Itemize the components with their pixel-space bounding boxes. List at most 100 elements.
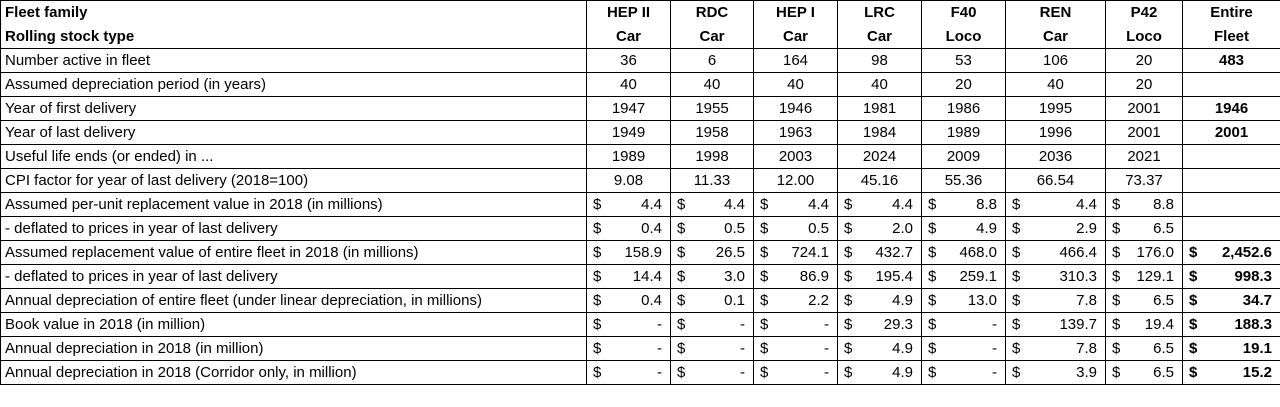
money-cell: $2,452.6 [1182,240,1280,265]
money-cell: $0.1 [670,288,754,313]
value-cell: 1995 [1005,96,1106,121]
currency-symbol: $ [1112,340,1121,357]
table-row: Annual depreciation of entire fleet (und… [0,288,1280,313]
row-label: Assumed per-unit replacement value in 20… [0,192,587,217]
row-label: Annual depreciation in 2018 (in million) [0,336,587,361]
currency-symbol: $ [1112,220,1121,237]
amount: 26.5 [715,244,745,261]
table-row: Fleet family HEP II RDC HEP I LRC F40 REN P42 En… [0,0,1280,25]
amount: - [992,364,997,381]
row-label: Useful life ends (or ended) in ... [0,144,587,169]
currency-symbol: $ [844,244,853,261]
row-label: - deflated to prices in year of last del… [0,264,587,289]
money-cell: $4.4 [670,192,754,217]
value-cell: 36 [586,48,671,73]
table-row: Useful life ends (or ended) in ... 1989 19… [0,144,1280,169]
table-row: Assumed depreciation period (in years) 40… [0,72,1280,97]
money-cell: $ - [586,312,671,337]
money-cell: $4.9 [837,336,922,361]
table-row: Number active in fleet 36 6 164 98 53 106 20 483 [0,48,1280,73]
currency-symbol: $ [1112,316,1121,333]
currency-symbol: $ [844,316,853,333]
value-cell: 20 [1105,72,1183,97]
value-cell: 98 [837,48,922,73]
currency-symbol: $ [760,196,769,213]
amount: 310.3 [1059,268,1097,285]
currency-symbol: $ [760,292,769,309]
money-cell: $4.4 [837,192,922,217]
amount: 259.1 [959,268,997,285]
currency-symbol: $ [928,316,937,333]
amount: 4.4 [1076,196,1097,213]
row-label: Rolling stock type [0,24,587,49]
money-cell: $4.9 [837,360,922,385]
value-cell: 1989 [586,144,671,169]
currency-symbol: $ [593,316,602,333]
value-cell: Car [837,24,922,49]
money-cell: $0.5 [670,216,754,241]
row-label: CPI factor for year of last delivery (20… [0,168,587,193]
money-cell: $998.3 [1182,264,1280,289]
money-cell: $0.5 [753,216,838,241]
money-cell: $4.9 [921,216,1006,241]
currency-symbol: $ [1112,268,1121,285]
table-row: Rolling stock type Car Car Car Car Loco Car Loc… [0,24,1280,49]
currency-symbol: $ [1189,244,1198,261]
value-cell: 1984 [837,120,922,145]
money-cell: $8.8 [1105,192,1183,217]
currency-symbol: $ [1012,340,1021,357]
currency-symbol: $ [760,340,769,357]
value-cell: Car [586,24,671,49]
currency-symbol: $ [1012,268,1021,285]
currency-symbol: $ [1112,196,1121,213]
currency-symbol: $ [677,340,686,357]
money-cell: $19.1 [1182,336,1280,361]
currency-symbol: $ [928,244,937,261]
money-cell: $13.0 [921,288,1006,313]
amount: 2.9 [1076,220,1097,237]
currency-symbol: $ [1189,268,1198,285]
money-cell: $4.4 [1005,192,1106,217]
value-cell: Loco [921,24,1006,49]
table-row: - deflated to prices in year of last del… [0,264,1280,289]
money-cell: $6.5 [1105,336,1183,361]
amount: 195.4 [875,268,913,285]
amount: 432.7 [875,244,913,261]
amount: 176.0 [1136,244,1174,261]
money-cell: $8.8 [921,192,1006,217]
money-cell: $86.9 [753,264,838,289]
value-cell: Fleet [1182,24,1280,49]
value-cell: HEP II [586,0,671,25]
currency-symbol: $ [1189,340,1198,357]
value-cell: 9.08 [586,168,671,193]
money-cell: $129.1 [1105,264,1183,289]
currency-symbol: $ [844,268,853,285]
amount: 2,452.6 [1221,244,1272,261]
amount: - [657,364,662,381]
money-cell: $6.5 [1105,216,1183,241]
currency-symbol: $ [593,292,602,309]
amount: 86.9 [799,268,829,285]
amount: 4.9 [976,220,997,237]
amount: 6.5 [1153,292,1174,309]
amount: 19.4 [1144,316,1174,333]
money-cell: $ - [670,312,754,337]
amount: 4.4 [724,196,745,213]
money-cell: $ - [670,336,754,361]
money-cell: $0.4 [586,288,671,313]
amount: 6.5 [1153,364,1174,381]
row-label: Assumed depreciation period (in years) [0,72,587,97]
currency-symbol: $ [928,196,937,213]
currency-symbol: $ [928,220,937,237]
currency-symbol: $ [928,364,937,381]
amount: - [824,364,829,381]
value-cell: 1955 [670,96,754,121]
money-cell: $ - [753,360,838,385]
money-cell: $466.4 [1005,240,1106,265]
money-cell: $6.5 [1105,360,1183,385]
currency-symbol: $ [844,364,853,381]
amount: - [992,340,997,357]
value-cell: 1989 [921,120,1006,145]
value-cell: 1946 [1182,96,1280,121]
value-cell: 45.16 [837,168,922,193]
